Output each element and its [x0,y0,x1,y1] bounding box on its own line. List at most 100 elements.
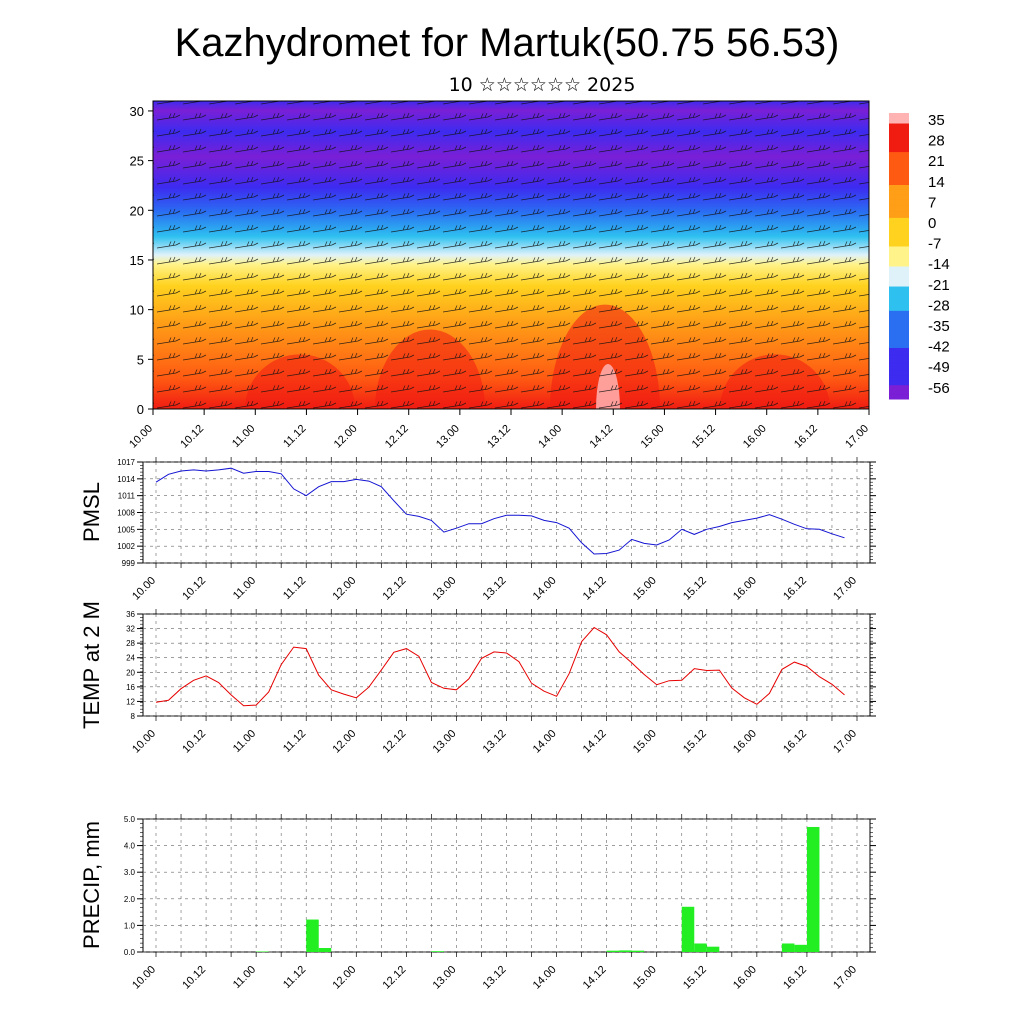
colorbar-swatch [889,269,909,274]
colorbar-swatch [889,116,909,121]
y-tick-label: 15 [130,253,144,268]
y-tick-label: 4.0 [124,842,136,851]
colorbar-label: 35 [928,112,945,129]
colorbar-swatch [889,189,909,195]
precip-bar [806,826,820,952]
x-tick-label: 17.00 [831,964,859,992]
colorbar-swatch [889,170,909,176]
x-tick-label: 13.12 [485,423,513,451]
y-tick-label: 28 [126,639,135,648]
colorbar-swatch [889,384,909,390]
precip-bar [318,948,332,952]
colorbar-label: -28 [928,297,950,314]
colorbar-swatch [889,310,909,316]
colorbar-label: 14 [928,174,945,191]
y-tick-label: 30 [130,104,144,119]
y-axis-label: PMSL [79,482,104,542]
x-tick-label: 16.00 [731,575,759,603]
x-tick-label: 17.00 [831,728,859,756]
colorbar-swatch [889,286,909,290]
colorbar: 35 28 21 14 7 0 -7 -14 -21 -28 -35 -42 -49 -56 [889,112,950,400]
y-tick-label: 24 [126,654,135,663]
x-tick-label: 15.00 [639,423,667,451]
x-tick-label: 16.00 [741,423,769,451]
x-tick-label: 12.12 [381,575,409,603]
precip-bar [306,919,319,952]
x-tick-label: 15.00 [631,728,659,756]
y-tick-label: 1011 [118,492,136,501]
colorbar-swatch [889,174,909,181]
y-tick-label: 8 [131,712,136,721]
colorbar-swatch [889,211,909,218]
colorbar-swatch [889,245,909,250]
colorbar-swatch [889,217,909,225]
y-tick-label: 20 [130,203,144,218]
colorbar-label: 0 [928,215,936,232]
colorbar-swatch [889,133,909,140]
y-tick-label: 5 [137,352,144,367]
y-tick-label: 1017 [117,458,135,467]
y-tick-label: 0.0 [124,948,136,957]
colorbar-swatch [889,305,909,311]
colorbar-swatch [889,362,909,371]
x-tick-label: 15.12 [690,423,718,451]
y-tick-label: 32 [126,625,135,634]
colorbar-label: 21 [928,153,945,170]
y-tick-label: 3.0 [124,868,136,877]
x-tick-label: 12.12 [383,423,411,451]
x-tick-label: 12.00 [330,964,358,992]
y-tick-label: 1008 [117,509,135,518]
colorbar-swatch [889,239,909,244]
x-tick-label: 10.12 [180,728,208,756]
colorbar-swatch [889,119,909,124]
colorbar-swatch [889,249,909,254]
colorbar-swatch [889,282,909,287]
colorbar-swatch [889,332,909,341]
colorbar-swatch [889,292,909,297]
colorbar-swatch [889,279,909,284]
vertical-section-heatmap: 0 5 10 15 20 25 30 10.00 10.12 11.00 11.12 12.00 12.… [127,100,871,451]
colorbar-label: -14 [928,256,950,273]
x-tick-label: 17.00 [831,575,859,603]
temp-panel: 8 12 16 20 24 28 32 36 10.00 10.12 11.00 11.12 12.00… [79,601,876,756]
colorbar-label: -49 [928,359,950,376]
heatmap-body [153,101,869,409]
y-tick-label: 0 [137,402,144,417]
colorbar-swatch [889,394,909,400]
colorbar-swatch [889,355,909,364]
x-tick-label: 12.00 [330,728,358,756]
colorbar-swatch [889,123,909,127]
x-tick-label: 13.12 [481,964,509,992]
x-tick-label: 13.00 [431,964,459,992]
x-tick-label: 15.12 [681,728,709,756]
y-tick-label: 25 [130,154,144,169]
y-tick-label: 2.0 [124,895,136,904]
x-tick-label: 11.12 [281,423,308,450]
y-tick-label: 16 [126,683,135,692]
colorbar-swatch [889,129,909,134]
colorbar-swatch [889,315,909,321]
x-tick-label: 13.00 [431,575,459,603]
y-tick-label: 1.0 [124,921,136,930]
y-tick-label: 999 [122,559,136,568]
x-tick-label: 14.12 [581,728,609,756]
x-tick-label: 16.00 [731,728,759,756]
figure-subtitle: 10 ☆☆☆☆☆☆ 2025 [449,74,636,96]
y-tick-label: 10 [130,303,144,318]
colorbar-label: -35 [928,318,950,335]
precip-bar [606,950,620,952]
colorbar-swatch [889,262,909,267]
colorbar-swatch [889,229,909,237]
x-tick-label: 15.00 [631,575,659,603]
x-tick-label: 13.12 [481,575,509,603]
precip-bar [431,951,444,952]
x-tick-label: 14.00 [531,728,559,756]
precip-bar [681,906,695,952]
x-tick-label: 15.12 [681,964,709,992]
wind-barbs [153,101,869,409]
x-tick-label: 11.12 [281,964,308,991]
colorbar-label: -21 [928,277,950,294]
colorbar-swatch [889,259,909,264]
y-axis-label: PRECIP, mm [79,821,104,949]
colorbar-swatch [889,223,909,231]
